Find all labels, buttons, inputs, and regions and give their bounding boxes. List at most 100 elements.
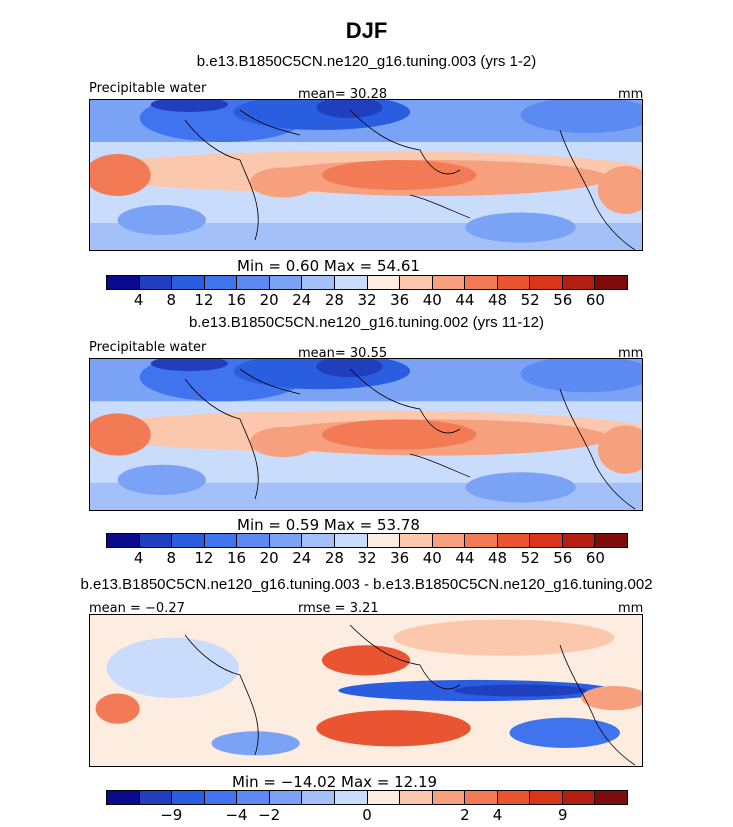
colorbar-swatch (562, 791, 596, 804)
coastline (239, 368, 301, 395)
colorbar-swatch (400, 534, 433, 547)
colorbar-tick-label: 32 (357, 549, 377, 567)
colorbar-swatch (367, 534, 401, 547)
colorbar-tick-label: 12 (194, 291, 214, 309)
panel-3-title: b.e13.B1850C5CN.ne120_g16.tuning.003 - b… (80, 576, 653, 593)
colorbar-tick-label: 36 (390, 291, 410, 309)
colorbar-swatch (562, 276, 596, 289)
colorbar-tick-label: 44 (455, 291, 475, 309)
colorbar-tick-label: 28 (324, 291, 344, 309)
coastline (559, 129, 636, 250)
coastline (559, 388, 636, 510)
colorbar-swatch (432, 534, 466, 547)
colorbar-swatch (334, 534, 368, 547)
colorbar-swatch (562, 534, 596, 547)
panel-2-units-label: mm (618, 346, 644, 361)
colorbar-tick-label: 8 (166, 549, 177, 567)
colorbar-tick-label: 52 (520, 549, 540, 567)
field-blob (465, 212, 576, 243)
colorbar-tick-label: 40 (422, 291, 442, 309)
colorbar-swatch (269, 276, 303, 289)
panel-2-colorbar (106, 533, 628, 548)
panel-3-units-label: mm (618, 601, 644, 616)
panel-2-variable-label: Precipitable water (89, 340, 207, 355)
panel-3-colorbar (106, 790, 628, 805)
field-blob (393, 619, 615, 656)
field-blob (321, 419, 477, 450)
colorbar-tick-label: −4 (225, 806, 248, 824)
field-blob (90, 413, 151, 456)
colorbar-swatch (465, 276, 498, 289)
colorbar-swatch (432, 791, 466, 804)
colorbar-tick-label: 56 (553, 291, 573, 309)
colorbar-tick-label: 0 (362, 806, 372, 824)
colorbar-swatch (497, 276, 531, 289)
coastline (559, 644, 636, 766)
colorbar-tick-label: 40 (422, 549, 442, 567)
colorbar-tick-label: 60 (585, 291, 605, 309)
panel-1-contour-field (90, 100, 642, 250)
colorbar-tick-label: 2 (460, 806, 470, 824)
field-blob (321, 645, 411, 676)
field-blob (250, 426, 317, 458)
colorbar-swatch (204, 534, 238, 547)
colorbar-swatch (465, 791, 498, 804)
field-blob (316, 100, 383, 118)
colorbar-swatch (237, 534, 270, 547)
coastline (239, 109, 301, 136)
colorbar-tick-label: 4 (492, 806, 503, 824)
colorbar-tick-label: 24 (292, 549, 312, 567)
colorbar-swatch (107, 791, 140, 804)
colorbar-tick-label: 44 (455, 549, 475, 567)
field-blob (150, 359, 228, 372)
coastline (409, 453, 471, 478)
colorbar-swatch (367, 276, 401, 289)
field-blob (597, 166, 642, 214)
coastline (349, 624, 461, 690)
colorbar-swatch (595, 534, 627, 547)
colorbar-swatch (172, 534, 205, 547)
colorbar-swatch (172, 791, 205, 804)
colorbar-swatch (530, 791, 563, 804)
colorbar-swatch (139, 276, 173, 289)
panel-1-colorbar (106, 275, 628, 290)
field-blob (316, 359, 383, 378)
panel-3-map (89, 614, 643, 767)
panel-2-mean-label: mean= 30.55 (298, 346, 388, 361)
colorbar-tick-label: 16 (226, 291, 247, 309)
panel-1-mean-label: mean= 30.28 (298, 87, 388, 102)
colorbar-tick-label: 4 (133, 291, 144, 309)
colorbar-tick-label: 56 (553, 549, 573, 567)
colorbar-swatch (139, 534, 173, 547)
field-blob (581, 685, 642, 711)
coastline (184, 634, 259, 756)
field-blob (509, 717, 620, 748)
colorbar-tick-label: 8 (166, 291, 177, 309)
colorbar-swatch (334, 791, 368, 804)
panel-1-minmax: Min = 0.60 Max = 54.61 (237, 257, 420, 275)
colorbar-swatch (595, 791, 627, 804)
colorbar-tick-label: 60 (585, 549, 605, 567)
panel-1-units-label: mm (618, 87, 644, 102)
panel-2-minmax: Min = 0.59 Max = 53.78 (237, 516, 420, 534)
field-blob (117, 205, 206, 235)
colorbar-swatch (237, 791, 270, 804)
panel-3-contour-field (90, 615, 642, 766)
colorbar-tick-label: 4 (133, 549, 144, 567)
colorbar-tick-label: −2 (258, 806, 281, 824)
colorbar-swatch (107, 534, 140, 547)
colorbar-swatch (139, 791, 173, 804)
coastline (184, 378, 259, 500)
field-blob (250, 167, 317, 198)
field-blob (211, 731, 300, 756)
panel-3-minmax: Min = −14.02 Max = 12.19 (232, 773, 438, 791)
panel-2-map (89, 358, 643, 511)
colorbar-tick-label: 48 (487, 291, 508, 309)
field-blob (465, 472, 576, 503)
colorbar-swatch (172, 276, 205, 289)
colorbar-swatch (107, 276, 140, 289)
coastline (349, 109, 461, 175)
colorbar-tick-label: 36 (390, 549, 410, 567)
field-blob (597, 425, 642, 474)
colorbar-tick-label: 9 (557, 806, 568, 824)
